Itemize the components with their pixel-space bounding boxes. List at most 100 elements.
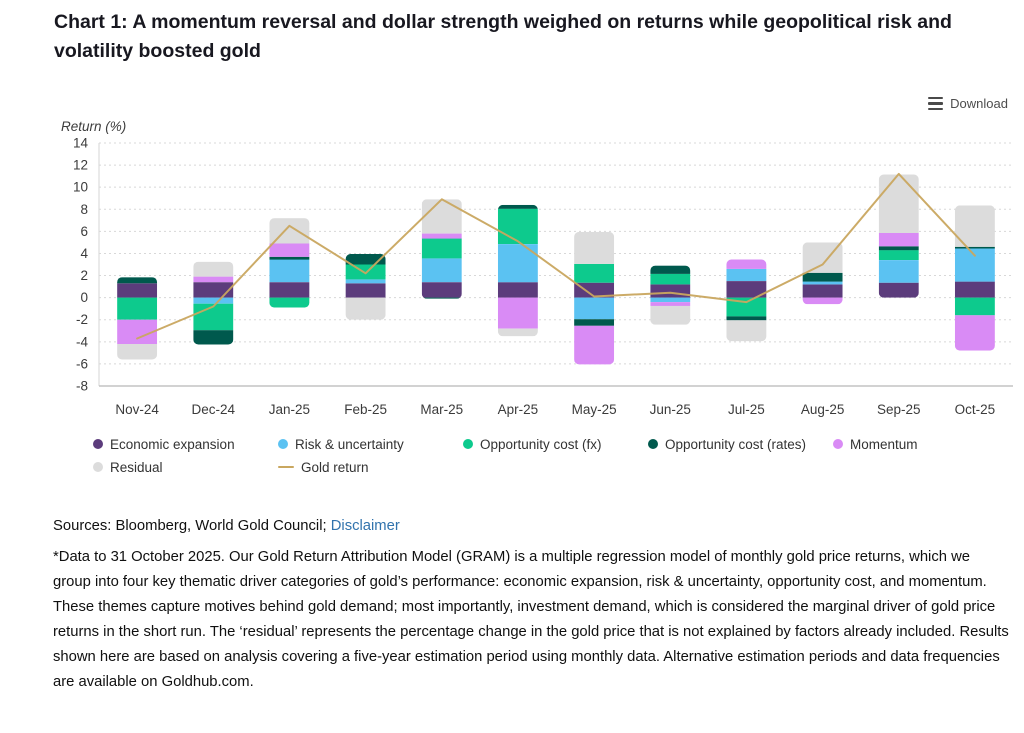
x-tick-label: Apr-25	[498, 402, 539, 417]
bar-segment	[421, 233, 462, 239]
bar-segment	[802, 297, 843, 305]
bar-segment	[497, 328, 538, 337]
legend-line-marker	[278, 465, 294, 469]
bar-segment	[878, 260, 919, 283]
bar-segment	[650, 265, 691, 274]
y-tick-label: 12	[73, 158, 88, 173]
bar-segment	[574, 263, 615, 283]
bar-segment	[802, 242, 843, 273]
bar-segment	[421, 282, 462, 298]
chart-legend: Economic expansion Risk & uncertainty Oppo…	[93, 434, 1018, 477]
bar-segment	[345, 264, 386, 280]
bar-segment	[345, 254, 386, 265]
bar-segment	[726, 268, 767, 281]
y-tick-label: -4	[76, 334, 88, 349]
bar-segment	[802, 284, 843, 298]
bar-segment	[421, 297, 462, 299]
bar-Jan-25	[269, 218, 310, 308]
bar-segment	[878, 250, 919, 260]
bar-segment	[878, 233, 919, 247]
bar-May-25	[574, 231, 615, 365]
y-tick-label: -2	[76, 312, 88, 327]
bar-segment	[574, 231, 615, 264]
download-button[interactable]: Download	[928, 96, 1008, 111]
legend-label: Opportunity cost (rates)	[665, 436, 807, 452]
bar-segment	[421, 258, 462, 283]
y-tick-label: 4	[80, 246, 88, 261]
bar-segment	[726, 316, 767, 321]
bar-segment	[954, 315, 995, 351]
sources-text: Sources: Bloomberg, World Gold Council;	[53, 518, 327, 534]
bar-segment	[497, 297, 538, 329]
legend-label: Gold return	[301, 459, 369, 475]
bar-segment	[345, 297, 386, 320]
bar-segment	[117, 283, 158, 298]
bar-segment	[269, 243, 310, 257]
chart-footer: Sources: Bloomberg, World Gold Council; …	[53, 514, 1011, 695]
legend-item-economic-expansion[interactable]: Economic expansion	[93, 434, 278, 454]
bar-segment	[954, 246, 995, 249]
legend-dot-marker	[463, 439, 473, 449]
legend-item-gold-return[interactable]: Gold return	[278, 457, 463, 477]
legend-dot-marker	[278, 439, 288, 449]
x-tick-label: Mar-25	[420, 402, 463, 417]
bar-segment	[650, 297, 691, 302]
bar-segment	[117, 319, 158, 344]
y-tick-label: 10	[73, 180, 88, 195]
x-tick-label: Aug-25	[801, 402, 845, 417]
legend-item-residual[interactable]: Residual	[93, 457, 278, 477]
bar-segment	[269, 297, 310, 308]
bar-segment	[269, 282, 310, 298]
legend-item-risk-uncertainty[interactable]: Risk & uncertainty	[278, 434, 463, 454]
y-tick-label: -6	[76, 356, 88, 371]
legend-dot-marker	[93, 439, 103, 449]
bar-segment	[421, 238, 462, 259]
bar-segment	[802, 281, 843, 285]
legend-item-opportunity-cost-fx[interactable]: Opportunity cost (fx)	[463, 434, 648, 454]
bar-Mar-25	[421, 199, 462, 299]
bar-Jul-25	[726, 259, 767, 342]
sources-line: Sources: Bloomberg, World Gold Council; …	[53, 514, 1011, 539]
bar-Nov-24	[117, 277, 158, 360]
bar-segment	[650, 284, 691, 298]
bar-segment	[650, 273, 691, 285]
footnote-text: *Data to 31 October 2025. Our Gold Retur…	[53, 549, 1009, 690]
bar-segment	[878, 246, 919, 251]
bar-segment	[497, 282, 538, 298]
legend-dot-marker	[93, 462, 103, 472]
x-tick-label: Jul-25	[728, 402, 765, 417]
bar-segment	[193, 261, 234, 277]
x-tick-label: May-25	[572, 402, 617, 417]
legend-label: Momentum	[850, 436, 918, 452]
bar-segment	[574, 297, 615, 320]
bar-segment	[193, 297, 234, 304]
bar-segment	[802, 272, 843, 282]
bar-segment	[269, 256, 310, 260]
bar-segment	[726, 281, 767, 298]
y-tick-label: 2	[80, 268, 88, 283]
bar-Jun-25	[650, 265, 691, 325]
bar-segment	[421, 199, 462, 234]
bar-segment	[269, 218, 310, 244]
bar-segment	[193, 330, 234, 345]
bar-segment	[345, 283, 386, 298]
bar-segment	[117, 297, 158, 320]
bar-segment	[954, 248, 995, 282]
legend-item-momentum[interactable]: Momentum	[833, 434, 1018, 454]
bar-segment	[345, 279, 386, 284]
x-tick-label: Jan-25	[269, 402, 310, 417]
bar-segment	[878, 282, 919, 298]
legend-label: Opportunity cost (fx)	[480, 436, 602, 452]
bar-segment	[497, 208, 538, 244]
bar-segment	[497, 204, 538, 209]
legend-label: Residual	[110, 459, 163, 475]
bar-Apr-25	[497, 204, 538, 337]
bar-segment	[193, 303, 234, 331]
bar-segment	[878, 174, 919, 233]
legend-item-opportunity-cost-rates[interactable]: Opportunity cost (rates)	[648, 434, 833, 454]
x-tick-label: Nov-24	[115, 402, 159, 417]
download-label: Download	[950, 96, 1008, 111]
y-tick-label: 6	[80, 224, 88, 239]
bar-segment	[574, 325, 615, 365]
disclaimer-link[interactable]: Disclaimer	[330, 518, 400, 534]
